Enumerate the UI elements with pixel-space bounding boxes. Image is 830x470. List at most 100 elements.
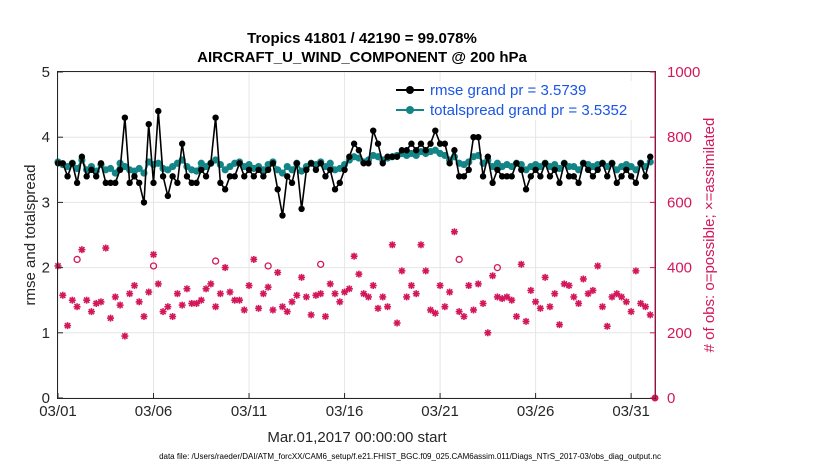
obs-possible-marker — [149, 262, 158, 270]
legend-rmse-label: rmse grand pr = 3.5739 — [430, 82, 586, 99]
obs-assimilated-marker — [360, 290, 368, 298]
obs-assimilated-marker — [255, 304, 263, 312]
obs-assimilated-marker — [307, 311, 315, 319]
obs-marker-stroke — [207, 280, 214, 288]
rmse-point — [384, 153, 391, 160]
obs-marker-stroke — [288, 298, 296, 305]
obs-assimilated-marker — [431, 309, 439, 317]
obs-marker-stroke — [245, 282, 253, 289]
obs-marker-stroke — [575, 300, 582, 307]
obs-assimilated-marker — [517, 260, 525, 268]
rmse-point — [489, 179, 496, 187]
obs-marker-stroke — [503, 293, 511, 301]
obs-assimilated-marker — [403, 293, 411, 301]
obs-assimilated-marker — [503, 293, 511, 301]
obs-assimilated-marker — [422, 267, 430, 275]
rmse-point — [465, 166, 472, 173]
rmse-point — [370, 127, 377, 134]
obs-assimilated-marker — [436, 282, 444, 290]
obs-assimilated-marker — [646, 311, 654, 319]
obs-marker-stroke — [408, 282, 415, 289]
rmse-point — [446, 160, 453, 167]
totalspread-point — [551, 160, 559, 169]
gridlines — [57, 71, 655, 399]
rmse-point — [288, 179, 296, 187]
y-left-tick-label: 5 — [42, 64, 50, 81]
y-left-tick-label: 0 — [42, 390, 50, 407]
y-left-axis-label: rmse and totalspread — [22, 165, 39, 306]
obs-marker-stroke — [546, 303, 554, 310]
totalspread-point — [154, 159, 162, 167]
obs-marker-stroke — [322, 313, 329, 320]
y-left-tick-label: 3 — [42, 194, 50, 211]
rmse-point — [613, 179, 620, 187]
obs-assimilated-marker — [212, 303, 220, 311]
rmse-point — [322, 173, 329, 180]
obs-assimilated-marker — [570, 293, 578, 301]
x-tick-label: 03/16 — [326, 403, 364, 420]
obs-assimilated-marker — [341, 288, 349, 296]
obs-assimilated-marker — [250, 255, 258, 263]
obs-assimilated-marker — [73, 303, 81, 311]
y-right-tick-label: 600 — [667, 194, 692, 211]
obs-marker-stroke — [413, 290, 420, 297]
obs-assimilated-marker — [64, 322, 72, 330]
rmse-point — [498, 173, 506, 180]
obs-assimilated-marker — [83, 296, 91, 304]
rmse-point — [150, 179, 157, 187]
obs-marker-stroke — [632, 267, 640, 275]
y-left-tick-label: 4 — [42, 129, 50, 146]
obs-assimilated-marker — [608, 293, 616, 301]
rmse-point — [135, 179, 143, 187]
obs-assimilated-marker — [450, 228, 458, 236]
rmse-point — [556, 179, 563, 187]
totalspread-point — [574, 166, 583, 174]
rmse-point — [513, 160, 520, 167]
obs-possible-marker — [211, 257, 220, 265]
obs-assimilated-marker — [78, 246, 86, 254]
totalspread-point — [106, 164, 115, 173]
rmse-point — [126, 179, 133, 187]
obs-marker-stroke — [594, 262, 601, 270]
chart-title-line1: Tropics 41801 / 42190 = 99.078% — [247, 30, 477, 47]
obs-assimilated-marker — [388, 241, 396, 249]
obs-assimilated-marker — [532, 298, 540, 306]
rmse-point — [231, 173, 238, 180]
obs-assimilated-marker — [551, 290, 559, 298]
rmse-point — [317, 160, 324, 167]
obs-assimilated-marker — [584, 290, 592, 298]
obs-marker-stroke — [393, 319, 401, 327]
obs-assimilated-marker — [536, 304, 544, 312]
obs-marker-stroke — [541, 274, 549, 281]
obs-assimilated-marker — [264, 283, 272, 291]
rmse-point — [159, 173, 167, 180]
x-tick-label: 03/11 — [231, 403, 267, 420]
obs-marker-stroke — [188, 300, 195, 307]
obs-marker-stroke — [623, 298, 630, 305]
rmse-point — [360, 160, 367, 167]
rmse-point — [422, 147, 429, 154]
obs-marker-stroke — [365, 293, 372, 301]
obs-marker-stroke — [599, 303, 606, 310]
obs-assimilated-marker — [575, 299, 583, 307]
obs-assimilated-marker — [107, 314, 115, 322]
obs-assimilated-marker — [489, 272, 497, 280]
obs-marker-stroke — [389, 241, 396, 248]
obs-marker-stroke — [264, 283, 272, 291]
obs-assimilated-marker — [555, 321, 563, 329]
obs-marker-stroke — [97, 298, 105, 305]
obs-assimilated-marker — [326, 280, 334, 288]
obs-marker-stroke — [69, 297, 76, 304]
obs-assimilated-marker — [259, 290, 267, 298]
obs-assimilated-marker — [598, 303, 606, 311]
obs-assimilated-marker — [226, 288, 234, 296]
rmse-point — [623, 166, 630, 173]
obs-assimilated-marker — [59, 291, 67, 299]
obs-marker-stroke — [331, 290, 339, 297]
rmse-point — [269, 160, 277, 167]
totalspread-point — [259, 166, 267, 174]
rmse-point — [455, 173, 463, 180]
y-right-axis-ticks: 0 200 400 600 800 1000 — [650, 64, 700, 407]
obs-marker-stroke — [584, 290, 592, 297]
obs-possible-marker — [317, 260, 325, 268]
